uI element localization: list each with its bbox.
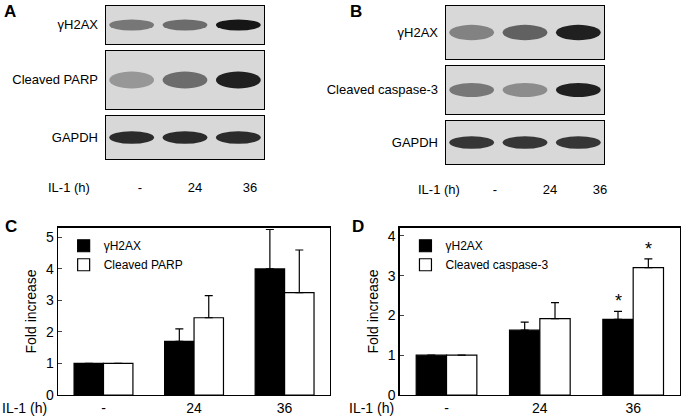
svg-text:-: - xyxy=(444,400,449,416)
html-text:γH2AX: γH2AX xyxy=(397,24,438,40)
svg-text:2: 2 xyxy=(46,324,54,340)
html-text:A: A xyxy=(4,2,17,21)
svg-text:Fold increase: Fold increase xyxy=(365,269,381,353)
svg-text:C: C xyxy=(5,217,17,236)
svg-text:5: 5 xyxy=(46,229,54,245)
svg-text:γH2AX: γH2AX xyxy=(445,239,482,253)
svg-text:36: 36 xyxy=(277,400,293,416)
svg-text:1: 1 xyxy=(46,355,54,371)
html-text:Cleaved PARP: Cleaved PARP xyxy=(12,72,98,87)
svg-text:3: 3 xyxy=(46,292,54,308)
svg-text:0: 0 xyxy=(388,387,396,403)
html-text:24: 24 xyxy=(542,182,558,197)
svg-text:4: 4 xyxy=(46,261,54,277)
html-text:IL-1 (h): IL-1 (h) xyxy=(48,180,90,195)
svg-text:*: * xyxy=(645,239,652,259)
svg-text:0: 0 xyxy=(46,387,54,403)
svg-text:3: 3 xyxy=(388,268,396,284)
svg-text:IL-1 (h): IL-1 (h) xyxy=(2,400,47,416)
html-text:IL-1 (h): IL-1 (h) xyxy=(418,182,460,197)
html-text:36: 36 xyxy=(242,180,258,195)
svg-text:Cleaved caspase-3: Cleaved caspase-3 xyxy=(445,258,548,272)
svg-text:Fold increase: Fold increase xyxy=(23,269,39,353)
svg-text:36: 36 xyxy=(625,400,641,416)
svg-text:2: 2 xyxy=(388,307,396,323)
svg-text:Cleaved PARP: Cleaved PARP xyxy=(104,258,183,272)
svg-text:*: * xyxy=(615,291,622,311)
svg-text:24: 24 xyxy=(186,400,202,416)
html-text:GAPDH: GAPDH xyxy=(51,129,98,145)
svg-text:1: 1 xyxy=(388,347,396,363)
html-text:24: 24 xyxy=(187,180,203,195)
html-text:GAPDH: GAPDH xyxy=(391,134,438,150)
svg-text:4: 4 xyxy=(388,228,396,244)
svg-text:γH2AX: γH2AX xyxy=(104,239,141,253)
svg-text:-: - xyxy=(101,400,106,416)
svg-text:24: 24 xyxy=(532,400,548,416)
svg-text:D: D xyxy=(352,217,364,236)
html-text:B: B xyxy=(350,2,363,21)
svg-text:IL-1 (h): IL-1 (h) xyxy=(349,400,394,416)
html-text:36: 36 xyxy=(592,182,608,197)
html-text:Cleaved caspase-3: Cleaved caspase-3 xyxy=(326,82,438,97)
html-text:γH2AX: γH2AX xyxy=(57,17,98,32)
